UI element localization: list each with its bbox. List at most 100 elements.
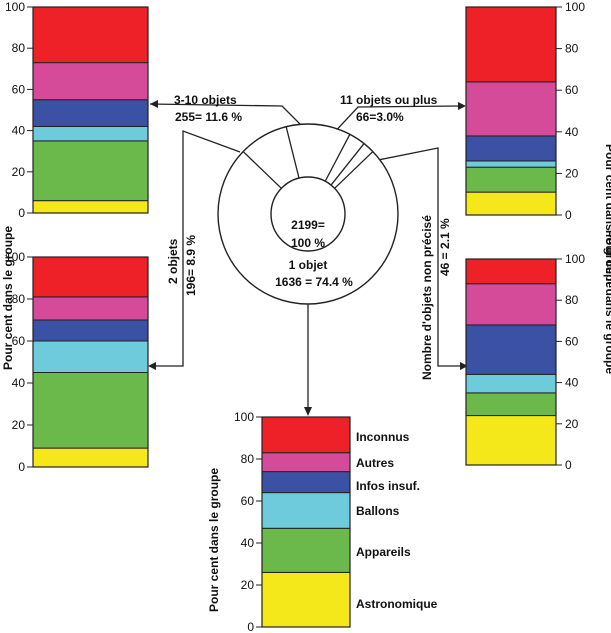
bar-segment-astronomique <box>261 571 351 628</box>
bar-4: 100 80 60 40 20 0 <box>465 252 585 472</box>
pie-slice-divider-3 <box>285 126 300 179</box>
tick-label: 20 <box>565 166 579 180</box>
bar-segment-appareils <box>32 140 149 202</box>
eleven-label: 11 objets ou plus <box>340 93 438 107</box>
tick-label: 80 <box>565 42 579 56</box>
three-ten-value: 255= 11.6 % <box>175 110 242 124</box>
bar-segment-autres <box>261 452 351 473</box>
pie-center-value: 2199= <box>291 218 325 232</box>
tick-label: 40 <box>241 536 255 550</box>
tick-label: 60 <box>12 82 26 96</box>
ylabel-right-top: Pour cent dans le groupe <box>603 144 611 288</box>
tick-label: 60 <box>565 83 579 97</box>
pie-slice-divider-4 <box>324 134 351 182</box>
axis-titles: Pour cent dans le groupe Pour cent dans … <box>1 144 611 612</box>
bar-segment-appareils <box>465 392 557 417</box>
bar-segment-astronomique <box>32 200 149 214</box>
bar-segment-inconnus <box>465 6 557 83</box>
pie-slice-divider-1 <box>334 151 374 189</box>
bar-segment-appareils <box>32 372 149 449</box>
annotations: 3-10 objets 255= 11.6 % 11 objets ou plu… <box>166 93 452 380</box>
eleven-value: 66=3.0% <box>356 110 404 124</box>
tick-label: 0 <box>247 620 254 633</box>
tick-label: 40 <box>12 124 26 138</box>
pie-slice-divider-2 <box>242 151 282 189</box>
bar-segment-ballons <box>261 492 351 529</box>
pie-chart <box>217 123 399 305</box>
bar-segment-appareils <box>261 527 351 573</box>
bar-segment-infos-insuf- <box>465 324 557 375</box>
bar-segment-infos-insuf- <box>261 471 351 494</box>
bar-segment-inconnus <box>465 258 557 285</box>
bar-frame <box>32 6 149 214</box>
bar-segment-autres <box>32 296 149 321</box>
ylabel-right-bottom: Pour cent dans le groupe <box>603 230 611 374</box>
pie-labels: 2199= 100 % 1 objet 1636 = 74.4 % <box>275 218 353 289</box>
bar-segment-infos-insuf- <box>465 135 557 162</box>
two-objets-label: 2 objets <box>166 238 180 284</box>
bar-segment-autres <box>465 81 557 137</box>
tick-label: 80 <box>565 293 579 307</box>
bar-segment-inconnus <box>261 416 351 454</box>
tick-label: 40 <box>565 376 579 390</box>
non-precise-label: Nombre d'objets non précisé <box>420 215 434 380</box>
tick-label: 0 <box>565 458 572 472</box>
bar-segment-ballons <box>465 373 557 394</box>
pie-center-pct: 100 % <box>291 236 325 250</box>
bar-frame <box>32 256 149 468</box>
bar-segment-ballons <box>465 160 557 168</box>
stacked-bars: 100 80 60 40 20 0 100 80 60 40 20 0 100 80 60 40 20 0 100 8… <box>5 0 585 633</box>
one-objet-label: 1 objet <box>289 258 328 272</box>
connector-lines <box>148 100 468 416</box>
tick-label: 80 <box>241 452 255 466</box>
legend: Inconnus Autres Infos insuf. Ballons App… <box>356 430 438 611</box>
bar-frame <box>465 6 557 216</box>
one-objet-value: 1636 = 74.4 % <box>275 275 353 289</box>
tick-label: 100 <box>565 252 585 266</box>
bar-segment-appareils <box>465 166 557 193</box>
bar-segment-inconnus <box>32 256 149 298</box>
legend-appareils: Appareils <box>356 545 411 559</box>
bar-segment-autres <box>465 283 557 326</box>
three-ten-label: 3-10 objets <box>174 93 237 107</box>
bar-segment-inconnus <box>32 6 149 64</box>
legend-ballons: Ballons <box>356 504 400 518</box>
tick-label: 80 <box>12 292 26 306</box>
bar-3: 100 80 60 40 20 0 <box>465 0 585 222</box>
tick-label: 60 <box>565 334 579 348</box>
bar-segment-astronomique <box>32 447 149 468</box>
tick-label: 0 <box>18 206 25 220</box>
ylabel-bottom: Pour cent dans le groupe <box>207 468 221 612</box>
bar-segment-astronomique <box>465 415 557 466</box>
legend-infos: Infos insuf. <box>356 479 420 493</box>
tick-label: 20 <box>12 418 26 432</box>
two-objets-value: 196= 8.9 % <box>184 235 198 296</box>
bar-segment-infos-insuf- <box>32 319 149 342</box>
tick-label: 100 <box>5 250 25 264</box>
bar-segment-ballons <box>32 340 149 373</box>
tick-label: 20 <box>565 417 579 431</box>
bar-5: 100 80 60 40 20 0 <box>234 410 351 633</box>
bar-frame <box>261 416 351 628</box>
pie-slice-divider-5 <box>330 143 365 186</box>
bar-2: 100 80 60 40 20 0 <box>5 250 149 474</box>
tick-label: 60 <box>241 494 255 508</box>
bar-segment-ballons <box>32 125 149 142</box>
legend-astronomique: Astronomique <box>356 597 438 611</box>
tick-label: 100 <box>565 0 585 14</box>
tick-label: 20 <box>241 578 255 592</box>
tick-label: 0 <box>565 208 572 222</box>
tick-label: 80 <box>12 41 26 55</box>
bar-segment-astronomique <box>465 191 557 216</box>
ylabel-left: Pour cent dans le groupe <box>1 226 15 370</box>
bar-segment-autres <box>32 62 149 101</box>
tick-label: 0 <box>18 460 25 474</box>
bar-1: 100 80 60 40 20 0 <box>5 0 149 220</box>
bar-segment-infos-insuf- <box>32 99 149 127</box>
legend-autres: Autres <box>356 456 394 470</box>
bar-frame <box>465 258 557 466</box>
tick-label: 20 <box>12 165 26 179</box>
tick-label: 100 <box>5 0 25 14</box>
tick-label: 40 <box>565 125 579 139</box>
